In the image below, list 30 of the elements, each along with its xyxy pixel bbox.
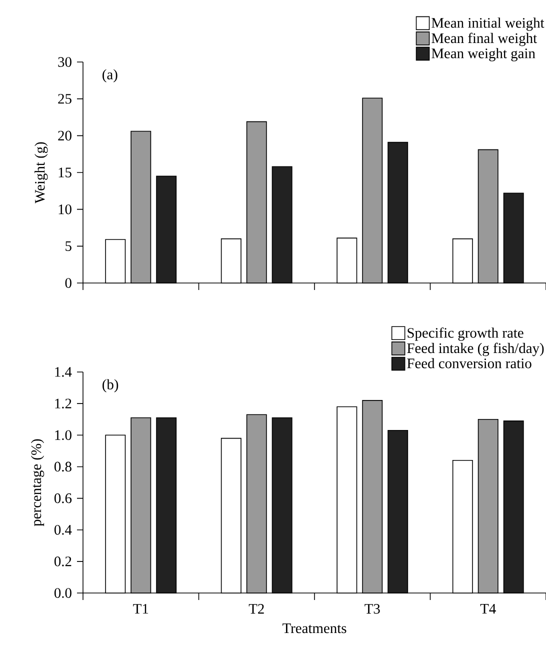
legend-label: Mean weight gain (432, 48, 536, 62)
y-tick-label: 15 (58, 168, 72, 178)
y-tick-label: 1.0 (55, 430, 72, 440)
y-tick-label: 1.2 (55, 398, 72, 408)
annotation: (a) (102, 69, 118, 82)
y-tick-label: 25 (58, 94, 72, 104)
y-tick-label: 0.4 (54, 524, 72, 535)
y-tick-label: 0.8 (54, 462, 72, 472)
y-tick-label: 30 (58, 57, 72, 67)
x-tick-label: T3 (364, 604, 380, 614)
y-axis-title: percentage (%) (30, 439, 44, 526)
y-tick-label: 1.4 (55, 367, 72, 377)
y-tick-label: 5 (66, 241, 72, 251)
y-tick-label: 0.6 (54, 493, 72, 504)
legend-label: Specific growth rate (408, 327, 524, 341)
y-tick-label: 10 (58, 204, 72, 214)
legend-label: Feed intake (g fish/day) (407, 342, 544, 356)
annotation: (b) (102, 379, 118, 392)
legend-label: Feed conversion ratio (407, 358, 532, 368)
x-axis-title: Treatments (282, 624, 346, 634)
x-tick-label: T4 (480, 604, 496, 614)
y-tick-label: 0.2 (54, 556, 72, 566)
y-axis-title: Weight (g) (34, 142, 48, 204)
legend-label: Mean initial weight (432, 18, 544, 31)
legend-label: Mean final weight (432, 32, 537, 46)
x-tick-label: T1 (133, 604, 148, 614)
y-tick-label: 0.0 (54, 588, 72, 598)
y-tick-label: 20 (58, 130, 72, 141)
y-tick-label: 0 (65, 278, 72, 288)
x-tick-label: T2 (248, 604, 264, 614)
